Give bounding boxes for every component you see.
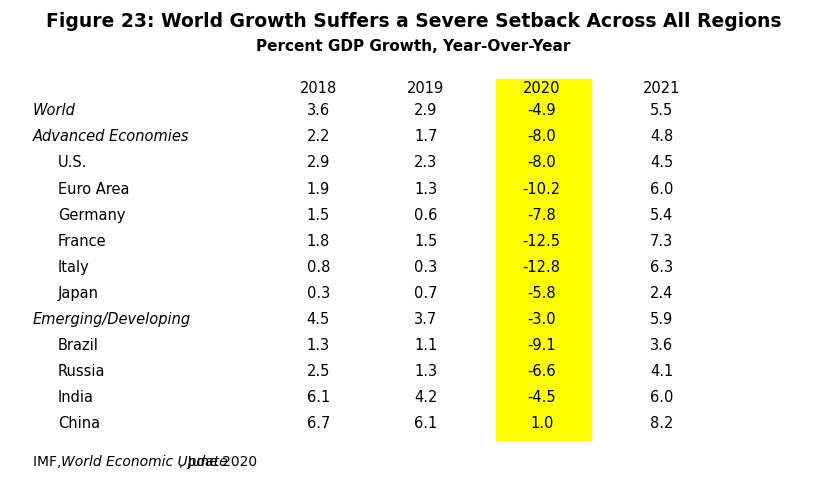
Text: Italy: Italy	[58, 260, 89, 275]
Text: India: India	[58, 390, 94, 405]
Text: 2.4: 2.4	[650, 286, 673, 301]
Text: 4.5: 4.5	[650, 155, 673, 170]
Text: , June 2020: , June 2020	[179, 455, 257, 468]
Text: 3.7: 3.7	[414, 312, 437, 327]
Text: 1.0: 1.0	[530, 416, 553, 431]
Text: -5.8: -5.8	[528, 286, 556, 301]
Text: -4.9: -4.9	[528, 103, 556, 118]
Text: 1.3: 1.3	[414, 364, 437, 379]
Text: 6.0: 6.0	[650, 182, 673, 196]
Text: 0.3: 0.3	[307, 286, 330, 301]
Text: France: France	[58, 234, 107, 248]
Text: Advanced Economies: Advanced Economies	[33, 129, 189, 144]
Text: -12.8: -12.8	[523, 260, 561, 275]
Text: -6.6: -6.6	[528, 364, 556, 379]
Text: 0.6: 0.6	[414, 208, 437, 222]
Text: Japan: Japan	[58, 286, 99, 301]
Text: U.S.: U.S.	[58, 155, 88, 170]
Text: 6.1: 6.1	[307, 390, 330, 405]
Text: 2.3: 2.3	[414, 155, 437, 170]
Text: 5.4: 5.4	[650, 208, 673, 222]
Text: 8.2: 8.2	[650, 416, 673, 431]
Bar	[496, 79, 591, 440]
Text: -8.0: -8.0	[528, 129, 556, 144]
Text: Percent GDP Growth, Year-Over-Year: Percent GDP Growth, Year-Over-Year	[256, 39, 571, 54]
Text: 2.5: 2.5	[307, 364, 330, 379]
Text: Russia: Russia	[58, 364, 105, 379]
Text: Germany: Germany	[58, 208, 126, 222]
Text: -3.0: -3.0	[528, 312, 556, 327]
Text: -10.2: -10.2	[523, 182, 561, 196]
Text: 0.8: 0.8	[307, 260, 330, 275]
Text: -7.8: -7.8	[528, 208, 556, 222]
Text: 4.5: 4.5	[307, 312, 330, 327]
Text: 6.1: 6.1	[414, 416, 437, 431]
Text: 1.8: 1.8	[307, 234, 330, 248]
Text: 2.2: 2.2	[307, 129, 330, 144]
Text: 3.6: 3.6	[307, 103, 330, 118]
Text: 4.2: 4.2	[414, 390, 437, 405]
Text: 2021: 2021	[643, 81, 681, 96]
Text: 6.7: 6.7	[307, 416, 330, 431]
Text: 4.1: 4.1	[650, 364, 673, 379]
Text: Figure 23: World Growth Suffers a Severe Setback Across All Regions: Figure 23: World Growth Suffers a Severe…	[45, 12, 782, 31]
Text: -8.0: -8.0	[528, 155, 556, 170]
Text: 7.3: 7.3	[650, 234, 673, 248]
Text: 0.3: 0.3	[414, 260, 437, 275]
Text: 4.8: 4.8	[650, 129, 673, 144]
Text: 6.0: 6.0	[650, 390, 673, 405]
Text: 1.1: 1.1	[414, 338, 437, 353]
Text: Brazil: Brazil	[58, 338, 98, 353]
Text: -9.1: -9.1	[528, 338, 556, 353]
Text: 6.3: 6.3	[650, 260, 673, 275]
Text: Emerging/Developing: Emerging/Developing	[33, 312, 191, 327]
Text: 1.3: 1.3	[307, 338, 330, 353]
Text: Euro Area: Euro Area	[58, 182, 129, 196]
Text: 1.3: 1.3	[414, 182, 437, 196]
Text: 2.9: 2.9	[307, 155, 330, 170]
Text: 2019: 2019	[407, 81, 445, 96]
Text: 5.9: 5.9	[650, 312, 673, 327]
Text: 1.7: 1.7	[414, 129, 437, 144]
Text: 5.5: 5.5	[650, 103, 673, 118]
Text: World: World	[33, 103, 76, 118]
Text: 1.5: 1.5	[414, 234, 437, 248]
Text: World Economic Update: World Economic Update	[61, 455, 227, 468]
Text: 1.5: 1.5	[307, 208, 330, 222]
Text: IMF,: IMF,	[33, 455, 66, 468]
Text: -12.5: -12.5	[523, 234, 561, 248]
Text: -4.5: -4.5	[528, 390, 556, 405]
Text: 2018: 2018	[299, 81, 337, 96]
Text: China: China	[58, 416, 100, 431]
Text: 3.6: 3.6	[650, 338, 673, 353]
Text: 2.9: 2.9	[414, 103, 437, 118]
Text: 0.7: 0.7	[414, 286, 437, 301]
Text: 1.9: 1.9	[307, 182, 330, 196]
Text: 2020: 2020	[523, 81, 561, 96]
